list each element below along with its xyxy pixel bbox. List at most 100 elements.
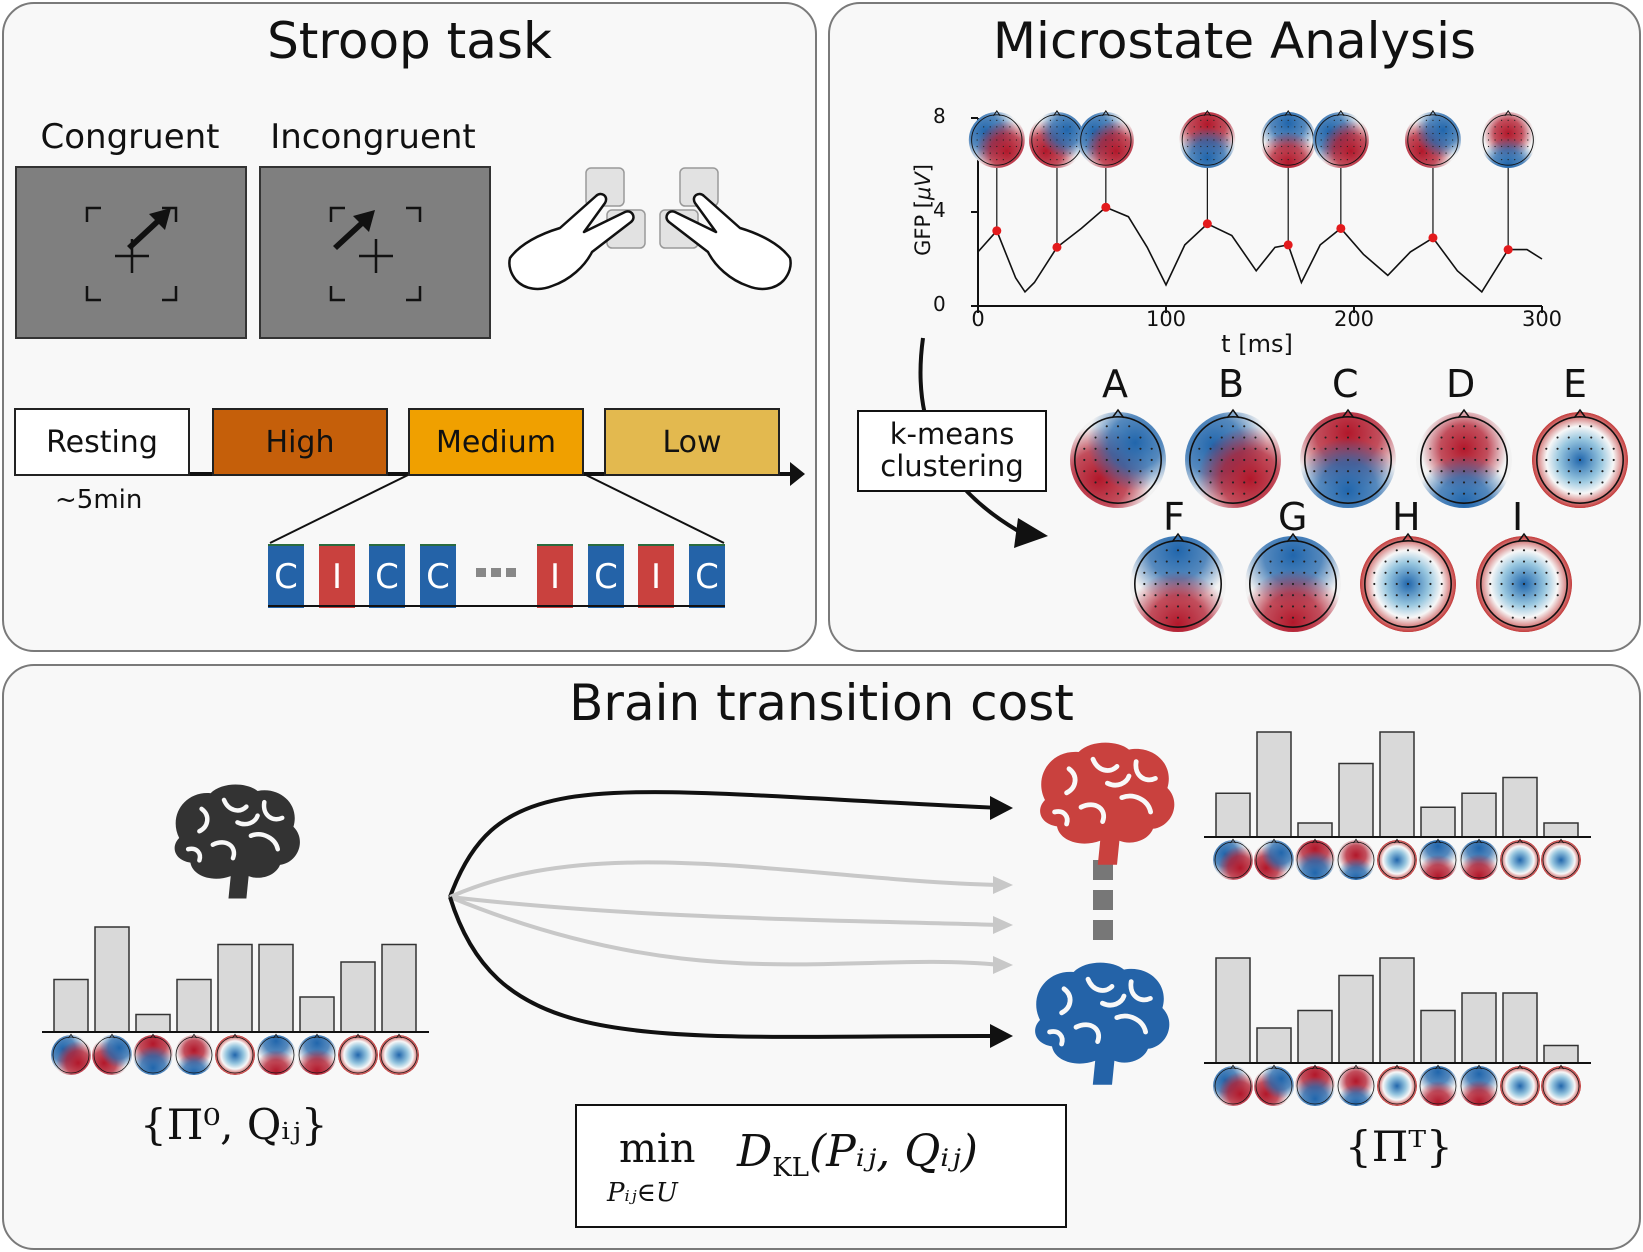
distribution-bar xyxy=(1215,957,1251,1064)
initial-distribution-label: {Π⁰, Qᵢⱼ} xyxy=(140,1100,328,1149)
congruent-stimulus xyxy=(15,166,247,339)
ellipsis-icon xyxy=(476,568,516,577)
state-label-a: A xyxy=(1102,362,1128,406)
objective-min: min xyxy=(619,1126,696,1172)
distribution-bar xyxy=(1502,776,1538,838)
distribution-bar xyxy=(217,943,253,1033)
block-resting: Resting xyxy=(14,408,190,476)
topomap-icon xyxy=(1459,838,1499,880)
gfp-peak-point xyxy=(1202,219,1212,229)
final-distribution-label: {Πᵀ} xyxy=(1345,1122,1453,1171)
topomap-icon xyxy=(1459,1064,1499,1106)
topomap-icon xyxy=(1130,532,1226,632)
topomap-icon xyxy=(174,1033,214,1075)
topomap-icon xyxy=(1360,532,1456,632)
distribution-bar xyxy=(94,926,130,1033)
topomap-icon xyxy=(1418,838,1458,880)
topomap-icon xyxy=(1295,1064,1335,1106)
distribution-bar xyxy=(1256,1027,1292,1064)
gfp-xtick: 300 xyxy=(1521,307,1563,331)
brain-icon xyxy=(1035,962,1170,1085)
topomap-icon xyxy=(379,1033,419,1075)
state-label-b: B xyxy=(1218,362,1245,406)
incongruent-stimulus-graphic xyxy=(329,206,422,302)
distribution-bar xyxy=(340,961,376,1033)
distribution-bar xyxy=(1502,992,1538,1064)
state-label-e: E xyxy=(1563,362,1588,406)
transition-title: Brain transition cost xyxy=(569,674,1074,732)
distribution-bar-chart xyxy=(1204,957,1591,1064)
distribution-bar xyxy=(1461,992,1497,1064)
distribution-bar xyxy=(1543,1044,1579,1064)
congruent-stimulus-graphic xyxy=(85,206,178,302)
distribution-bar xyxy=(1215,792,1251,838)
distribution-bar xyxy=(1420,806,1456,838)
topomap-icon xyxy=(1213,1064,1253,1106)
distribution-bar xyxy=(1420,1009,1456,1064)
gfp-peak-point xyxy=(1428,233,1438,243)
microstate-title: Microstate Analysis xyxy=(992,12,1477,70)
topomap-icon xyxy=(1260,110,1317,168)
vertical-ellipsis-icon xyxy=(1093,860,1113,940)
topomap-icon xyxy=(1541,1064,1581,1106)
distribution-bar xyxy=(1297,822,1333,838)
objective-d: D xyxy=(737,1126,773,1177)
distribution-bar xyxy=(1543,822,1579,838)
trial-incongruent: I xyxy=(537,544,573,608)
state-label-c: C xyxy=(1332,362,1359,406)
topomap-icon xyxy=(297,1033,337,1075)
brain-icon xyxy=(174,784,300,899)
gfp-xtick: 200 xyxy=(1333,307,1375,331)
topomap-icon xyxy=(1541,838,1581,880)
objective-kl: KL xyxy=(772,1152,809,1183)
state-label-i: I xyxy=(1512,495,1524,539)
topomap-icon xyxy=(1295,838,1335,880)
trial-incongruent: I xyxy=(638,544,674,608)
topomap-icon xyxy=(1245,532,1341,632)
trial-congruent: C xyxy=(369,544,405,608)
topomap-icon xyxy=(1500,1064,1540,1106)
gfp-ytick: 4 xyxy=(933,198,946,222)
gfp-xtick: 0 xyxy=(971,307,985,331)
kmeans-line1: k-means xyxy=(889,417,1015,451)
incongruent-stimulus xyxy=(259,166,491,339)
topomap-icon xyxy=(1179,110,1236,168)
stroop-title: Stroop task xyxy=(267,12,552,70)
trial-congruent: C xyxy=(420,544,456,608)
distribution-bar xyxy=(299,996,335,1033)
topomap-icon xyxy=(1377,1064,1417,1106)
gfp-peak-point xyxy=(1336,223,1346,233)
block-medium: Medium xyxy=(408,408,584,476)
distribution-bar xyxy=(1338,762,1374,838)
topomap-icon xyxy=(1336,838,1376,880)
topomap-icon xyxy=(51,1033,91,1075)
trial-congruent: C xyxy=(588,544,624,608)
topomap-icon xyxy=(1476,532,1572,632)
distribution-bar xyxy=(1256,731,1292,838)
topomap-icon xyxy=(338,1033,378,1075)
objective-expression: DKL(Pᵢⱼ, Qᵢⱼ) xyxy=(737,1126,978,1183)
trial-congruent: C xyxy=(689,544,725,608)
distribution-bar-chart xyxy=(42,926,429,1033)
gfp-peak-point xyxy=(1101,202,1111,212)
topomap-icon xyxy=(1480,110,1537,168)
distribution-bar xyxy=(135,1013,171,1033)
distribution-bar xyxy=(1461,792,1497,838)
objective-subscript: Pᵢⱼ∈U xyxy=(607,1178,678,1208)
gfp-peak-point xyxy=(1283,240,1293,250)
topomap-icon xyxy=(133,1033,173,1075)
gfp-peak-point xyxy=(1052,242,1062,252)
gfp-xtick: 100 xyxy=(1145,307,1187,331)
distribution-bar xyxy=(1297,1009,1333,1064)
gfp-peak-point xyxy=(992,226,1002,236)
distribution-bar xyxy=(176,978,212,1033)
block-low: Low xyxy=(604,408,780,476)
topomap-icon xyxy=(1416,408,1512,508)
topomap-icon xyxy=(1336,1064,1376,1106)
topomap-icon xyxy=(1532,408,1628,508)
kmeans-box: k-means clustering xyxy=(857,410,1047,492)
